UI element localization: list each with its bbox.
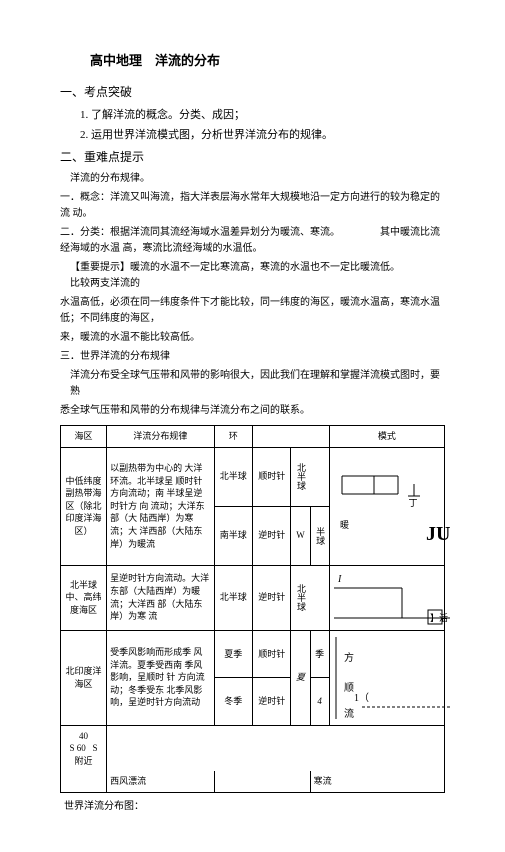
- r3-xia: 夏: [291, 630, 310, 725]
- r3-rule: 受季风影响而形成季 风洋流。夏季受西南 季风影响，呈顺时 针 方向流动；冬季受东…: [107, 630, 215, 725]
- r3-ji: 季: [310, 630, 329, 678]
- point-1: 1. 了解洋流的概念。分类、成因；: [80, 106, 445, 122]
- r3-diagram: 方 顺 1（ 流: [329, 630, 444, 725]
- r4-rule: 西风漂流: [107, 771, 215, 792]
- table-row: 40S 60 S附近: [61, 725, 445, 771]
- nuan-label: 暖: [340, 519, 349, 530]
- concept-5: 来，暖流的水温不能比较高低。: [60, 330, 445, 346]
- c3b: 比较两支洋流的: [70, 278, 140, 289]
- concept-4: 水温高低，必须在同一纬度条件下才能比较，同一纬度的海区，暖流水温高，寒流水温低；…: [60, 295, 445, 327]
- r3-num: 4: [310, 678, 329, 726]
- table-row: 北半球中、高纬度海区 呈逆时针方向流动。大洋东部（大陆西岸）为暖流；大洋西 部（…: [61, 565, 445, 630]
- th-mode: 模式: [329, 426, 444, 448]
- concept-7: 洋流分布受全球气压带和风带的影响很大，因此我们在理解和掌握洋流模式图时，要熟: [70, 368, 445, 400]
- ocean-current-table: 海区 洋流分布规律 环 模式 中低纬度副热带海区（除北印度洋海区） 以副热带为中…: [60, 425, 445, 793]
- concept-6: 三．世界洋流的分布规律: [60, 349, 445, 365]
- r2-dir: 逆时针: [253, 565, 291, 630]
- subpolar-gyre-diagram: I 】活: [332, 568, 452, 628]
- r2-rule: 呈逆时针方向流动。大洋东部（大陆西岸）为暖流；大洋西 部（大陆东岸）为寒 流: [107, 565, 215, 630]
- liu2-label: 】活: [430, 612, 448, 623]
- r4-blank3: [329, 725, 444, 771]
- vtext: 半球: [314, 511, 327, 561]
- r3-s1d: 顺时针: [253, 630, 291, 678]
- subtropical-gyre-diagram: 丁 JU 暖: [332, 456, 452, 556]
- vtext: 北半球: [294, 573, 307, 623]
- ke-label: 顺: [344, 682, 354, 694]
- r1-sh-dir: 逆时针: [253, 506, 291, 565]
- concept-1: 一．概念：洋流又叫海流，指大洋表层海水常年大规模地沿一定方向进行的较为稳定的流 …: [60, 190, 445, 222]
- r4-empty: [61, 771, 107, 792]
- r4-blank: [107, 725, 291, 771]
- r1-nh-dir: 顺时针: [253, 447, 291, 506]
- r2-hem: 北半球: [214, 565, 252, 630]
- r2-side: 北半球: [291, 565, 329, 630]
- r1-sh-side: 半球: [310, 506, 329, 565]
- th-cir: 环: [214, 426, 252, 448]
- r2-num: I: [337, 574, 342, 585]
- figure-caption: 世界洋流分布图：: [64, 797, 445, 812]
- r2-diagram: I 】活: [329, 565, 444, 630]
- table-row: 北印度洋海区 受季风影响而形成季 风洋流。夏季受西南 季风影响，呈顺时 针 方向…: [61, 630, 445, 678]
- r1-rule: 以副热带为中心的 大洋环流。北半球呈 顺时针方向流动；南 半球呈逆时针方 向 流…: [107, 447, 215, 565]
- ding-label: 丁: [408, 498, 417, 508]
- point-2: 2. 运用世界洋流模式图，分析世界洋流分布的规律。: [80, 126, 445, 142]
- r3-s2: 冬季: [214, 678, 252, 726]
- r4-blank2: [291, 725, 329, 771]
- doc-title: 高中地理 洋流的分布: [90, 50, 445, 69]
- r1-diagram: 丁 JU 暖: [329, 447, 444, 565]
- r4-area: 40S 60 S附近: [61, 725, 107, 771]
- r1-area: 中低纬度副热带海区（除北印度洋海区）: [61, 447, 107, 565]
- r3-area: 北印度洋海区: [61, 630, 107, 725]
- th-blank: [253, 426, 330, 448]
- concept-2: 二．分类：根据洋流同其流经海域水温差异划分为暖流、寒流。其中暖流比流经海域的水温…: [60, 225, 445, 257]
- monsoon-diagram: 方 顺 1（ 流: [332, 633, 452, 723]
- r4-cold: 寒流: [310, 771, 444, 792]
- liu-label: 流: [344, 707, 354, 720]
- r1-nh-side: 北半球: [291, 447, 329, 506]
- section-1-heading: 一、考点突破: [60, 83, 445, 100]
- section-2-heading: 二、重难点提示: [60, 148, 445, 165]
- th-rule: 洋流分布规律: [107, 426, 215, 448]
- r1-nh: 北半球: [214, 447, 252, 506]
- r4-mid: [214, 771, 310, 792]
- table-header-row: 海区 洋流分布规律 环 模式: [61, 426, 445, 448]
- c2a: 二．分类：根据洋流同其流经海域水温差异划分为暖流、寒流。: [60, 227, 340, 238]
- xia-text: 夏: [296, 672, 305, 682]
- r2-area: 北半球中、高纬度海区: [61, 565, 107, 630]
- r3-s2d: 逆时针: [253, 678, 291, 726]
- r3-s1: 夏季: [214, 630, 252, 678]
- c3a: 【重要提示】暖流的水温不一定比寒流高，寒流的水温也不一定比暖流低。: [70, 262, 400, 273]
- table-row: 西风漂流 寒流: [61, 771, 445, 792]
- sub-2: 洋流的分布规律。: [70, 171, 445, 187]
- r1-sh-m: W: [291, 506, 310, 565]
- fang-label: 方: [344, 651, 354, 664]
- r1-sh: 南半球: [214, 506, 252, 565]
- ju-label: JU: [426, 523, 450, 545]
- tip-line: 【重要提示】暖流的水温不一定比寒流高，寒流的水温也不一定比暖流低。比较两支洋流的: [70, 260, 445, 292]
- th-area: 海区: [61, 426, 107, 448]
- vtext: 北半球: [294, 452, 307, 502]
- concept-8: 悉全球气压带和风带的分布规律与洋流分布之间的联系。: [60, 403, 445, 419]
- table-row: 中低纬度副热带海区（除北印度洋海区） 以副热带为中心的 大洋环流。北半球呈 顺时…: [61, 447, 445, 506]
- lv-label: 1（: [354, 692, 369, 704]
